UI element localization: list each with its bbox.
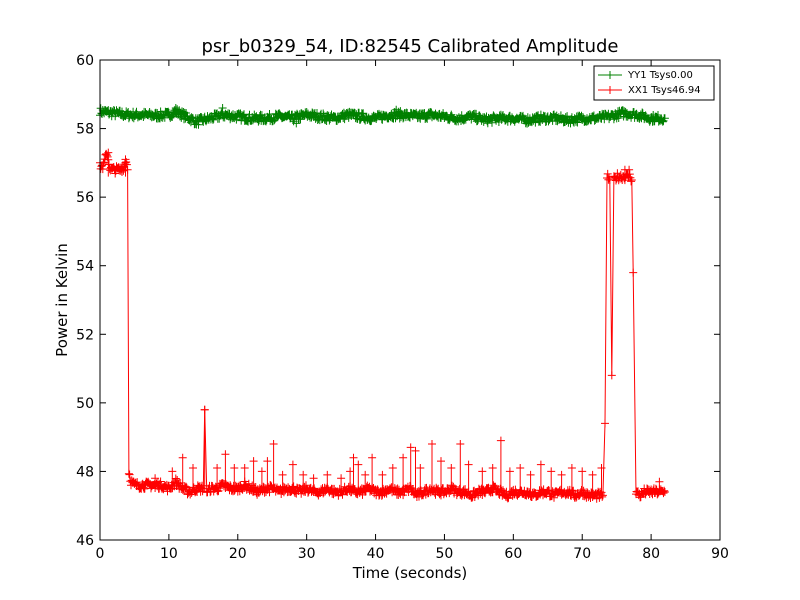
spike-27 xyxy=(388,464,397,492)
spike-47 xyxy=(578,467,587,492)
spike-53 xyxy=(171,104,180,117)
x-tick-label-90: 90 xyxy=(711,546,729,562)
spike-40 xyxy=(505,467,514,492)
spike-4 xyxy=(178,453,187,492)
spike-56 xyxy=(392,105,401,117)
spike-33 xyxy=(437,457,445,492)
spike-16 xyxy=(288,460,297,492)
spike-9 xyxy=(230,464,239,492)
y-tick-label-60: 60 xyxy=(76,53,94,69)
spike-28 xyxy=(399,453,408,492)
spike-18 xyxy=(309,474,318,492)
spike-30 xyxy=(411,446,420,492)
spike-8 xyxy=(221,450,230,492)
legend: YY1 Tsys0.00 XX1 Tsys46.94 xyxy=(593,65,715,101)
spike-38 xyxy=(488,464,497,492)
legend-marker-xx1 xyxy=(606,86,614,94)
spike-32 xyxy=(428,440,436,492)
spike-1 xyxy=(121,155,130,177)
chart-title: psr_b0329_54, ID:82545 Calibrated Amplit… xyxy=(202,36,619,57)
axis-ticks: 0 10 20 30 40 50 60 70 80 90 46 48 50 52 54 56 58 60 xyxy=(76,53,729,562)
y-tick-label-52: 52 xyxy=(76,327,94,343)
spike-25 xyxy=(368,453,377,492)
spike-51 xyxy=(625,165,634,177)
y-tick-label-56: 56 xyxy=(76,190,94,206)
spike-23 xyxy=(354,460,363,492)
y-tick-label-54: 54 xyxy=(76,259,94,275)
spike-7 xyxy=(213,464,222,492)
spike-39 xyxy=(496,436,505,492)
spike-57 xyxy=(623,109,631,118)
spike-35 xyxy=(456,440,465,492)
x-tick-label-10: 10 xyxy=(160,546,178,562)
spike-41 xyxy=(516,464,525,492)
spike-31 xyxy=(416,464,425,492)
x-axis-label: Time (seconds) xyxy=(352,564,468,582)
spike-42 xyxy=(526,470,535,492)
plot-area-data xyxy=(96,104,669,503)
spike-55 xyxy=(292,116,301,128)
spike-48 xyxy=(588,470,597,492)
spike-34 xyxy=(447,464,456,492)
x-tick-label-70: 70 xyxy=(573,546,591,562)
x-tick-label-30: 30 xyxy=(298,546,316,562)
spike-44 xyxy=(547,467,556,492)
legend-label-xx1: XX1 Tsys46.94 xyxy=(628,85,701,96)
spike-15 xyxy=(278,470,287,492)
x-tick-label-80: 80 xyxy=(642,546,660,562)
spike-10 xyxy=(240,464,249,492)
spike-45 xyxy=(557,470,566,492)
spike-43 xyxy=(536,460,545,492)
y-tick-label-50: 50 xyxy=(76,396,94,412)
spike-20 xyxy=(337,474,346,492)
x-tick-label-60: 60 xyxy=(504,546,522,562)
spike-2 xyxy=(151,474,160,492)
spike-5 xyxy=(189,464,197,492)
spike-19 xyxy=(323,470,332,492)
spike-3 xyxy=(168,467,177,492)
spike-54 xyxy=(218,104,227,117)
legend-label-yy1: YY1 Tsys0.00 xyxy=(627,70,693,81)
spike-21 xyxy=(346,467,355,492)
spike-0 xyxy=(104,148,113,177)
y-axis-label: Power in Kelvin xyxy=(53,243,71,357)
spike-52 xyxy=(655,477,664,492)
spike-12 xyxy=(257,467,266,492)
x-tick-label-0: 0 xyxy=(96,546,105,562)
spike-36 xyxy=(464,460,473,492)
spike-6 xyxy=(200,405,209,492)
spike-29 xyxy=(406,443,415,492)
spike-46 xyxy=(567,464,576,492)
y-tick-label-48: 48 xyxy=(76,464,94,480)
x-tick-label-50: 50 xyxy=(436,546,454,562)
spike-13 xyxy=(263,457,272,492)
spike-49 xyxy=(597,464,606,492)
spike-14 xyxy=(269,440,278,492)
spike-24 xyxy=(361,470,370,492)
y-tick-label-46: 46 xyxy=(76,533,94,549)
x-tick-label-20: 20 xyxy=(229,546,247,562)
spike-17 xyxy=(299,470,308,492)
y-tick-label-58: 58 xyxy=(76,122,94,138)
spike-11 xyxy=(249,457,258,492)
spike-22 xyxy=(349,453,358,492)
legend-box xyxy=(593,65,715,101)
spike-37 xyxy=(478,467,487,492)
x-tick-label-40: 40 xyxy=(367,546,385,562)
legend-marker-yy1 xyxy=(606,71,614,79)
spike-26 xyxy=(378,470,387,492)
plot-frame xyxy=(99,59,721,541)
